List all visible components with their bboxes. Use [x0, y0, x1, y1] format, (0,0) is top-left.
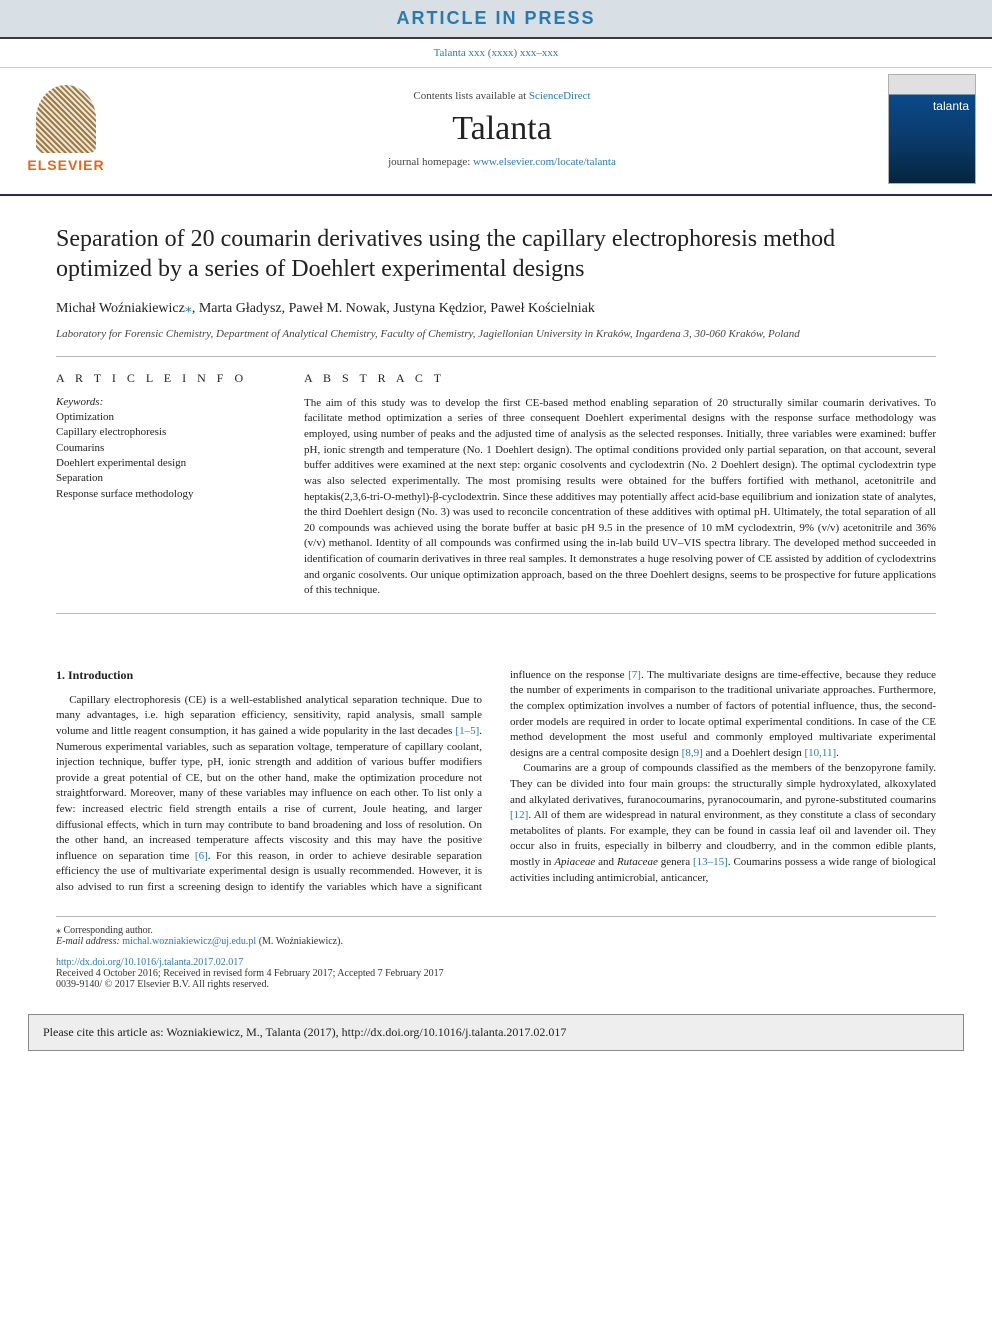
- email-line: E-mail address: michal.wozniakiewicz@uj.…: [56, 936, 936, 947]
- intro-text: and: [595, 856, 617, 868]
- authors: Michał Woźniakiewicz⁎, Marta Gładysz, Pa…: [56, 300, 936, 317]
- issn-copyright: 0039-9140/ © 2017 Elsevier B.V. All righ…: [56, 979, 936, 990]
- intro-text: genera: [658, 856, 693, 868]
- elsevier-tree-icon: [36, 85, 96, 153]
- divider: [56, 613, 936, 614]
- article-front-matter: Separation of 20 coumarin derivatives us…: [0, 196, 992, 640]
- intro-text: Coumarins are a group of compounds class…: [510, 762, 936, 805]
- introduction-heading: 1. Introduction: [56, 668, 482, 683]
- intro-text: . The multivariate designs are time-effe…: [510, 669, 936, 759]
- citation-link[interactable]: [12]: [510, 809, 528, 821]
- genus-italic: Apiaceae: [554, 856, 595, 868]
- publisher-logo: ELSEVIER: [16, 77, 116, 182]
- cite-this-article-box: Please cite this article as: Wozniakiewi…: [28, 1014, 964, 1051]
- abstract-text: The aim of this study was to develop the…: [304, 396, 936, 599]
- citation-link[interactable]: [7]: [628, 669, 641, 681]
- header-row: ELSEVIER Contents lists available at Sci…: [0, 67, 992, 194]
- intro-paragraph-2: Coumarins are a group of compounds class…: [510, 761, 936, 886]
- homepage-line: journal homepage: www.elsevier.com/locat…: [116, 156, 888, 168]
- sciencedirect-link[interactable]: ScienceDirect: [529, 90, 591, 102]
- citation-link[interactable]: [8,9]: [682, 747, 703, 759]
- divider: [56, 356, 936, 357]
- email-link[interactable]: michal.wozniakiewicz@uj.edu.pl: [122, 936, 256, 947]
- info-abstract-row: A R T I C L E I N F O Keywords: Optimiza…: [56, 371, 936, 599]
- keywords-heading: Keywords:: [56, 396, 276, 408]
- article-title: Separation of 20 coumarin derivatives us…: [56, 224, 936, 284]
- article-info-label: A R T I C L E I N F O: [56, 371, 276, 386]
- cite-text: Please cite this article as: Wozniakiewi…: [43, 1025, 566, 1039]
- doi-link[interactable]: http://dx.doi.org/10.1016/j.talanta.2017…: [56, 957, 243, 968]
- intro-text: and a Doehlert design: [703, 747, 805, 759]
- journal-reference: Talanta xxx (xxxx) xxx–xxx: [0, 39, 992, 67]
- journal-title: Talanta: [116, 110, 888, 148]
- doi-line: http://dx.doi.org/10.1016/j.talanta.2017…: [56, 957, 936, 968]
- banner-text: ARTICLE IN PRESS: [396, 8, 595, 28]
- citation-link[interactable]: [13–15]: [693, 856, 728, 868]
- publisher-name: ELSEVIER: [27, 157, 104, 173]
- intro-text: .: [836, 747, 839, 759]
- keywords-list: OptimizationCapillary electrophoresisCou…: [56, 410, 276, 502]
- email-owner: (M. Woźniakiewicz).: [256, 936, 343, 947]
- divider: [56, 916, 936, 917]
- citation-link[interactable]: [1–5]: [455, 725, 479, 737]
- abstract-column: A B S T R A C T The aim of this study wa…: [304, 371, 936, 599]
- article-in-press-banner: ARTICLE IN PRESS: [0, 0, 992, 37]
- contents-line: Contents lists available at ScienceDirec…: [116, 90, 888, 102]
- contents-prefix: Contents lists available at: [413, 90, 528, 102]
- cover-title: talanta: [933, 99, 969, 113]
- introduction-section: 1. Introduction Capillary electrophoresi…: [0, 640, 992, 906]
- journal-cover-thumbnail: talanta: [888, 74, 976, 184]
- footer: ⁎ Corresponding author. E-mail address: …: [0, 906, 992, 1000]
- citation-link[interactable]: [10,11]: [804, 747, 836, 759]
- intro-text: Capillary electrophoresis (CE) is a well…: [56, 694, 482, 737]
- email-label: E-mail address:: [56, 936, 122, 947]
- affiliation: Laboratory for Forensic Chemistry, Depar…: [56, 327, 936, 342]
- header-middle: Contents lists available at ScienceDirec…: [116, 90, 888, 168]
- corresponding-author-note: ⁎ Corresponding author.: [56, 925, 936, 936]
- received-dates: Received 4 October 2016; Received in rev…: [56, 968, 936, 979]
- abstract-label: A B S T R A C T: [304, 371, 936, 386]
- citation-link[interactable]: [6]: [195, 850, 208, 862]
- journal-ref-link[interactable]: Talanta xxx (xxxx) xxx–xxx: [434, 47, 559, 59]
- journal-header: Talanta xxx (xxxx) xxx–xxx ELSEVIER Cont…: [0, 37, 992, 196]
- intro-text: . Numerous experimental variables, such …: [56, 725, 482, 862]
- genus-italic: Rutaceae: [617, 856, 658, 868]
- introduction-columns: 1. Introduction Capillary electrophoresi…: [56, 668, 936, 896]
- homepage-link[interactable]: www.elsevier.com/locate/talanta: [473, 156, 616, 168]
- article-info-column: A R T I C L E I N F O Keywords: Optimiza…: [56, 371, 276, 599]
- homepage-prefix: journal homepage:: [388, 156, 473, 168]
